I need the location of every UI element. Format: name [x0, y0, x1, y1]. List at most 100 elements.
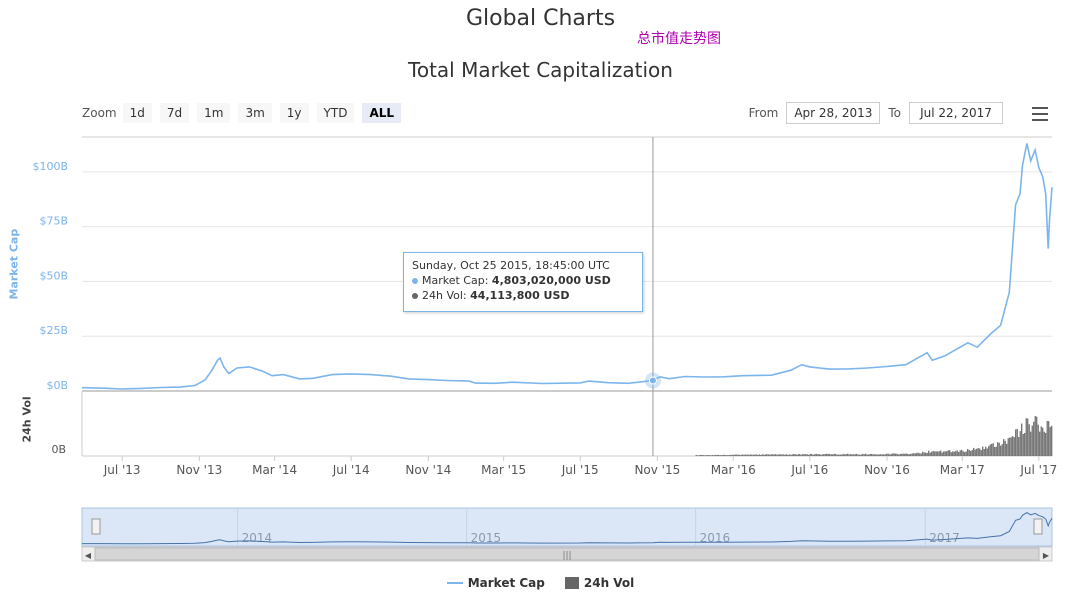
zoom-button-1d[interactable]: 1d [122, 103, 152, 123]
tooltip-volume-value: 44,113,800 USD [470, 289, 570, 302]
volume-bar [1012, 436, 1014, 456]
volume-bar [775, 454, 777, 456]
volume-bar [907, 453, 909, 456]
legend-label-market-cap: Market Cap [467, 576, 545, 590]
volume-bar [910, 453, 912, 456]
volume-bar [977, 448, 979, 456]
volume-bar [821, 454, 823, 456]
volume-bar [773, 454, 775, 456]
volume-bar [980, 450, 982, 456]
volume-bar [1051, 425, 1053, 456]
volume-bar [877, 454, 879, 456]
navigator-handle[interactable] [91, 518, 101, 535]
volume-bar [1024, 432, 1026, 456]
volume-bar [956, 450, 958, 456]
volume-bar [935, 451, 937, 456]
x-tick-label: Jul '14 [332, 463, 370, 477]
volume-bar [937, 451, 939, 456]
volume-bar [893, 453, 895, 456]
volume-bar [887, 453, 889, 456]
volume-bar [899, 453, 901, 456]
volume-bar [845, 454, 847, 456]
volume-bar [1004, 440, 1006, 456]
volume-bar [1030, 431, 1032, 456]
volume-bar [763, 454, 765, 456]
volume-bar [904, 453, 906, 456]
zoom-button-3m[interactable]: 3m [238, 103, 272, 123]
tooltip-date: Sunday, Oct 25 2015, 18:45:00 UTC [412, 259, 610, 272]
volume-bar [890, 453, 892, 456]
x-tick-label: Nov '16 [864, 463, 910, 477]
volume-bar [727, 455, 729, 456]
volume-bar [871, 453, 873, 456]
to-date-input[interactable]: Jul 22, 2017 [909, 102, 1003, 124]
navigator-handle[interactable] [1033, 518, 1043, 535]
volume-bar [889, 454, 891, 456]
volume-bar [998, 442, 1000, 456]
volume-bar [859, 454, 861, 456]
volume-bar [826, 453, 828, 456]
volume-bar [868, 454, 870, 456]
volume-bar [779, 454, 781, 456]
legend-item-volume[interactable]: 24h Vol [564, 576, 634, 590]
volume-bar [754, 454, 756, 456]
volume-bar [832, 454, 834, 456]
volume-bar [757, 454, 759, 456]
volume-bar [916, 452, 918, 456]
volume-bar [772, 454, 774, 456]
from-date-input[interactable]: Apr 28, 2013 [786, 102, 881, 124]
volume-bar [886, 453, 888, 456]
volume-bar [836, 454, 838, 456]
x-tick-label: Nov '15 [634, 463, 680, 477]
volume-bar [761, 454, 763, 456]
volume-bar [800, 454, 802, 456]
volume-bar [758, 454, 760, 456]
hamburger-menu-icon[interactable] [1032, 107, 1048, 125]
zoom-button-7d[interactable]: 7d [159, 103, 190, 123]
volume-bar [892, 453, 894, 456]
zoom-button-ytd[interactable]: YTD [316, 103, 355, 123]
volume-bar [875, 454, 877, 456]
legend-item-market-cap[interactable]: Market Cap [446, 576, 545, 590]
navigator-year-label: 2017 [929, 531, 960, 545]
scroll-right-arrow-icon[interactable]: ▶ [1043, 551, 1050, 560]
volume-bar [703, 455, 705, 456]
volume-bar [839, 454, 841, 456]
volume-bar [698, 455, 700, 456]
volume-bar [781, 454, 783, 456]
scroll-left-arrow-icon[interactable]: ◀ [85, 551, 92, 560]
volume-bar [778, 454, 780, 456]
volume-bar [925, 452, 927, 456]
volume-bar [997, 442, 999, 456]
volume-bar [808, 454, 810, 456]
navigator-scrollbar-thumb[interactable] [94, 547, 1040, 561]
volume-bar [958, 451, 960, 456]
volume-bar [736, 454, 738, 456]
volume-bar [932, 450, 934, 456]
volume-bar [866, 454, 868, 456]
volume-bar [988, 446, 990, 456]
volume-bar [949, 450, 951, 456]
volume-bar [1031, 425, 1033, 456]
navigator-mask [81, 507, 1053, 547]
volume-bar [803, 454, 805, 456]
zoom-button-all[interactable]: ALL [362, 103, 402, 123]
volume-bar [1046, 420, 1048, 456]
page-title: Global Charts [465, 6, 616, 31]
volume-bar [983, 448, 985, 456]
volume-bar [1027, 418, 1029, 456]
volume-bar [979, 448, 981, 456]
volume-bar [707, 455, 709, 456]
volume-bar [815, 453, 817, 456]
volume-bar [695, 454, 697, 456]
volume-bar [1039, 431, 1041, 456]
volume-bar [931, 451, 933, 456]
volume-bar [737, 454, 739, 456]
tooltip-market-cap-value: 4,803,020,000 USD [491, 274, 611, 287]
zoom-button-1m[interactable]: 1m [197, 103, 231, 123]
zoom-button-1y[interactable]: 1y [279, 103, 309, 123]
volume-bar [961, 449, 963, 456]
volume-bar [721, 455, 723, 456]
volume-bar [1033, 421, 1035, 456]
